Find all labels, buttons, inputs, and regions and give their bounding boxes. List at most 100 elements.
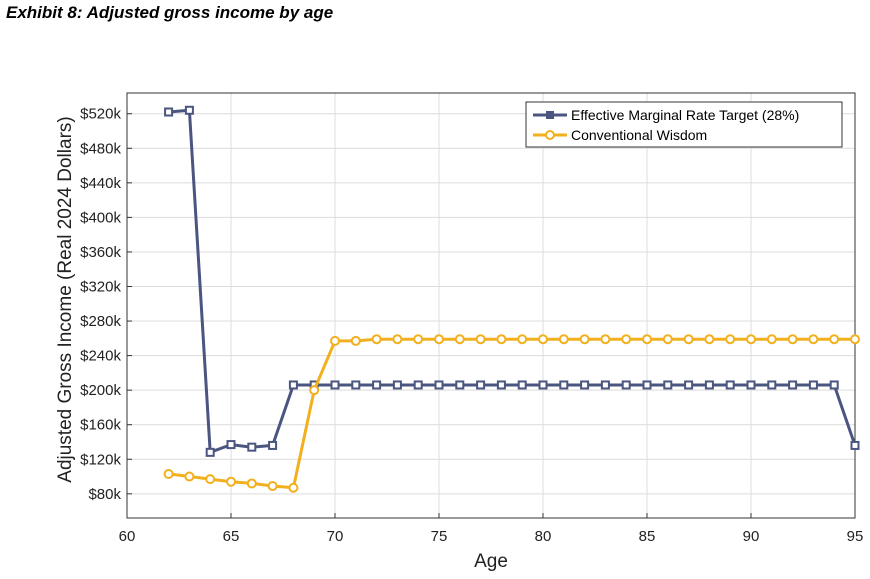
y-tick-label: $520k — [80, 106, 121, 123]
legend-swatch-marker — [546, 111, 554, 119]
data-point — [663, 380, 673, 390]
data-point — [351, 380, 361, 390]
data-point — [350, 335, 361, 346]
series-marginal-rate-target — [164, 105, 860, 457]
legend-item: Effective Marginal Rate Target (28%) — [533, 107, 799, 123]
data-point — [454, 334, 465, 345]
y-tick-label: $480k — [80, 140, 121, 157]
data-point — [517, 334, 528, 345]
y-tick-label: $160k — [80, 417, 121, 434]
y-tick-label: $240k — [80, 348, 121, 365]
data-point — [746, 334, 756, 345]
x-tick-label: 90 — [743, 528, 760, 545]
y-tick-label: $80k — [88, 486, 121, 503]
x-tick-label: 85 — [639, 528, 656, 545]
y-tick-label: $440k — [80, 175, 121, 192]
x-tick-label: 95 — [847, 528, 864, 545]
y-tick-label: $320k — [80, 278, 121, 295]
series-line — [168, 337, 855, 490]
data-point — [164, 107, 174, 117]
series-group — [163, 105, 860, 493]
data-point — [330, 335, 340, 346]
data-point — [829, 334, 840, 345]
data-point — [267, 481, 278, 492]
legend: Effective Marginal Rate Target (28%) Conv… — [525, 101, 843, 148]
data-point — [288, 482, 299, 493]
data-point — [621, 380, 631, 390]
data-point — [850, 334, 860, 345]
data-point — [517, 380, 527, 390]
data-point — [538, 334, 548, 345]
data-point — [392, 380, 402, 390]
data-point — [808, 334, 819, 345]
series-line — [168, 108, 857, 454]
data-point — [787, 334, 798, 345]
data-point — [309, 385, 320, 396]
data-point — [496, 334, 507, 345]
data-point — [205, 447, 215, 457]
data-point — [246, 478, 257, 489]
data-point — [642, 380, 652, 390]
data-point — [184, 105, 194, 115]
data-point — [704, 334, 715, 345]
data-point — [558, 334, 569, 345]
y-axis-ticks: $80k $120k $160k $200k $240k $280k $320k $360k $… — [80, 106, 132, 503]
data-point — [808, 380, 818, 390]
x-tick-label: 60 — [119, 528, 136, 545]
x-tick-label: 80 — [535, 528, 552, 545]
data-point — [434, 334, 444, 345]
data-point — [600, 334, 611, 345]
data-point — [788, 380, 798, 390]
data-point — [746, 380, 756, 390]
data-point — [580, 380, 590, 390]
data-point — [475, 334, 486, 345]
data-point — [371, 334, 382, 345]
data-point — [413, 334, 424, 345]
data-point — [704, 380, 714, 390]
legend-item: Conventional Wisdom — [533, 127, 707, 143]
data-point — [268, 440, 278, 450]
legend-label: Conventional Wisdom — [571, 127, 707, 143]
data-point — [205, 474, 216, 485]
data-point — [226, 476, 236, 487]
data-point — [330, 380, 340, 390]
data-point — [434, 380, 444, 390]
data-point — [642, 334, 652, 345]
data-point — [600, 380, 610, 390]
data-point — [372, 380, 382, 390]
legend-box — [525, 101, 843, 148]
y-tick-label: $400k — [80, 209, 121, 226]
x-tick-label: 65 — [223, 528, 240, 545]
series-conventional-wisdom — [163, 334, 860, 493]
data-point — [392, 334, 403, 345]
y-tick-label: $200k — [80, 382, 121, 399]
data-point — [476, 380, 486, 390]
y-tick-label: $280k — [80, 313, 121, 330]
data-point — [455, 380, 465, 390]
y-axis-title: Adjusted Gross Income (Real 2024 Dollars… — [55, 116, 76, 482]
data-point — [683, 334, 694, 345]
data-point — [538, 380, 548, 390]
plot-frame — [126, 92, 856, 519]
data-point — [662, 334, 673, 345]
x-tick-label: 75 — [431, 528, 448, 545]
data-point — [850, 440, 860, 450]
data-point — [184, 471, 195, 482]
grid-lines — [126, 93, 856, 518]
data-point — [288, 380, 298, 390]
y-tick-label: $120k — [80, 451, 121, 468]
data-point — [247, 442, 257, 452]
legend-swatch-marker — [545, 130, 555, 140]
data-point — [725, 380, 735, 390]
x-axis-ticks: 60 65 70 75 80 85 90 95 — [119, 513, 864, 545]
data-point — [579, 334, 590, 345]
data-point — [725, 334, 736, 345]
y-tick-label: $360k — [80, 244, 121, 261]
data-point — [559, 380, 569, 390]
x-axis-title: Age — [474, 551, 508, 572]
exhibit-title: Exhibit 8: Adjusted gross income by age — [6, 3, 334, 22]
data-point — [226, 440, 236, 450]
data-point — [766, 334, 777, 345]
data-point — [684, 380, 694, 390]
